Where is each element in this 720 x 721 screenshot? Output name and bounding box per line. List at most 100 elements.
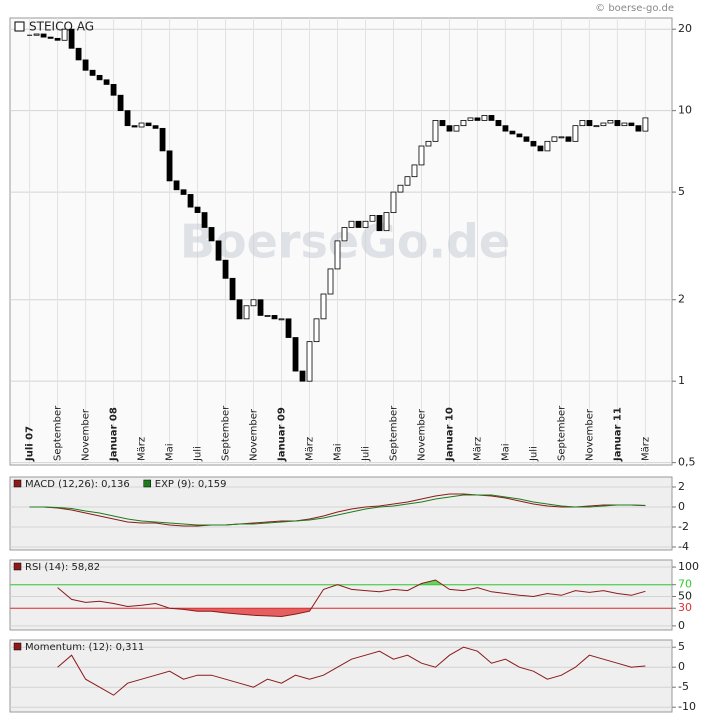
candle: [124, 110, 131, 127]
candle: [628, 122, 635, 127]
y-tick-label: 10: [678, 104, 692, 117]
x-tick-label: Januar 09: [277, 407, 288, 462]
candle: [397, 184, 404, 193]
candle: [404, 176, 411, 186]
y-tick-label: 0: [678, 660, 685, 673]
y-tick-label: 0,5: [678, 456, 696, 469]
series-line: [57, 646, 646, 696]
legend-label: EXP (9): 0,159: [155, 479, 227, 490]
candle: [418, 145, 425, 166]
candle: [131, 125, 138, 128]
candle: [481, 115, 488, 121]
candle: [537, 145, 544, 152]
oversold-area: [170, 608, 312, 617]
y-tick-label: 70: [678, 578, 692, 591]
legend-label: RSI (14): 58,82: [25, 562, 100, 573]
y-tick-label: -4: [678, 540, 689, 553]
x-tick-label: November: [584, 408, 595, 461]
candle: [621, 122, 628, 127]
y-tick-label: -5: [678, 680, 689, 693]
candle: [40, 33, 47, 38]
watermark: BoerseGo.de: [180, 215, 510, 269]
candle: [327, 268, 334, 295]
x-tick-label: Juli: [360, 446, 371, 462]
series-line: [29, 494, 646, 526]
candle: [467, 117, 474, 121]
candle: [523, 136, 530, 142]
candle: [145, 122, 152, 127]
candle: [110, 84, 117, 96]
x-tick-label: Januar 11: [612, 407, 623, 462]
candle: [299, 370, 306, 382]
candle: [47, 36, 54, 39]
candle: [362, 220, 369, 228]
candle: [348, 220, 355, 228]
x-tick-label: November: [81, 408, 92, 461]
candle: [544, 140, 551, 152]
candle: [446, 125, 453, 132]
candle: [152, 125, 159, 129]
candle: [292, 337, 299, 372]
x-tick-label: September: [556, 405, 567, 461]
candle: [236, 299, 243, 320]
candle: [61, 28, 68, 41]
candle: [369, 214, 376, 222]
x-tick-label: November: [416, 408, 427, 461]
candle: [117, 94, 124, 112]
series-line: [29, 493, 646, 527]
candle: [306, 341, 313, 382]
candle: [502, 125, 509, 132]
candle: [243, 305, 250, 320]
x-tick-label: Mai: [165, 443, 176, 461]
y-tick-label: 2: [678, 293, 685, 306]
legend-swatch: [13, 479, 22, 488]
panel-frame: [9, 476, 673, 551]
x-tick-label: Januar 08: [109, 407, 120, 462]
candle: [488, 115, 495, 121]
candle: [411, 164, 418, 178]
candle: [383, 212, 390, 232]
x-tick-label: Mai: [333, 443, 344, 461]
candle: [600, 122, 607, 127]
legend-swatch: [13, 642, 22, 651]
x-tick-label: September: [388, 405, 399, 461]
candle: [194, 206, 201, 213]
y-tick-label: -10: [678, 700, 696, 713]
y-tick-label: 30: [678, 601, 692, 614]
y-tick-label: 0: [678, 619, 685, 632]
x-tick-label: März: [640, 437, 651, 461]
candle: [264, 315, 271, 317]
candle: [439, 120, 446, 127]
candle: [635, 125, 642, 132]
legend-swatch: [14, 21, 25, 32]
panel-frame: [9, 559, 673, 631]
candle: [159, 127, 166, 152]
candle: [460, 120, 467, 127]
legend-label: Momentum: (12): 0,311: [25, 642, 144, 653]
x-tick-label: Juli 07: [25, 426, 36, 462]
candle: [586, 120, 593, 127]
candle: [257, 299, 264, 316]
candle: [432, 120, 439, 142]
y-tick-label: 1: [678, 374, 685, 387]
legend-swatch: [13, 562, 22, 571]
x-tick-label: November: [249, 408, 260, 461]
x-tick-label: Mai: [500, 443, 511, 461]
candle: [642, 117, 649, 132]
candle: [166, 150, 173, 182]
candle: [201, 212, 208, 228]
x-tick-label: September: [221, 405, 232, 461]
x-tick-label: März: [137, 437, 148, 461]
x-tick-label: September: [53, 405, 64, 461]
candle: [565, 136, 572, 142]
candle: [180, 189, 187, 195]
series-line: [57, 579, 646, 618]
candle: [82, 59, 89, 71]
candle: [558, 136, 565, 139]
source: © boerse-go.de: [595, 3, 674, 14]
candle: [187, 194, 194, 208]
candle: [593, 125, 600, 128]
candle: [33, 33, 40, 36]
candle: [334, 240, 341, 270]
